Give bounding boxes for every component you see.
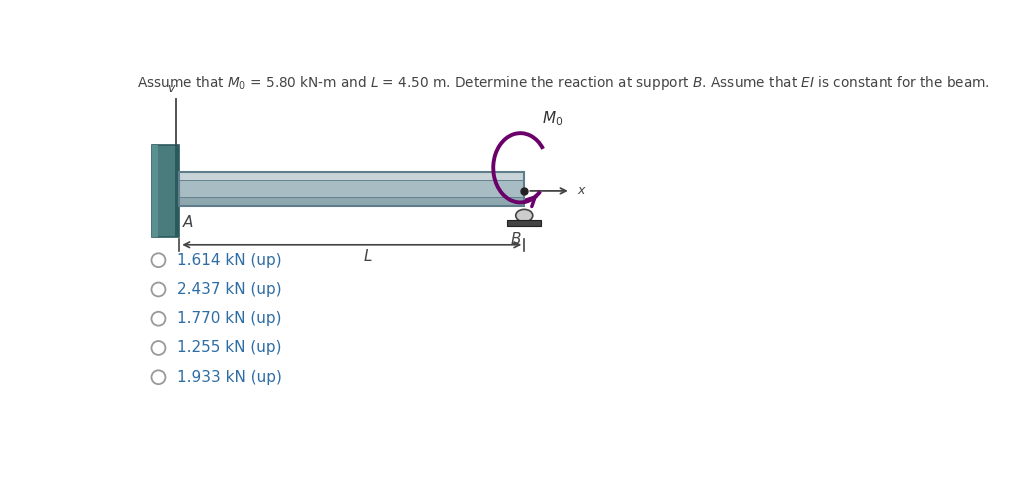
- Bar: [153, 144, 159, 237]
- Text: 2.437 kN (up): 2.437 kN (up): [178, 282, 282, 297]
- Text: $A$: $A$: [182, 214, 194, 230]
- Text: 1.933 kN (up): 1.933 kN (up): [178, 370, 282, 384]
- Text: $v$: $v$: [167, 82, 176, 94]
- Text: $M_0$: $M_0$: [542, 109, 563, 128]
- Text: $B$: $B$: [510, 231, 521, 247]
- Bar: [174, 144, 180, 237]
- Text: Assume that $M_0$ = 5.80 kN-m and $L$ = 4.50 m. Determine the reaction at suppor: Assume that $M_0$ = 5.80 kN-m and $L$ = …: [137, 74, 990, 92]
- Text: 1.770 kN (up): 1.770 kN (up): [178, 311, 282, 326]
- Bar: [180, 172, 524, 206]
- Bar: [180, 172, 524, 180]
- Bar: [507, 220, 542, 226]
- Bar: [180, 197, 524, 206]
- Ellipse shape: [516, 210, 533, 222]
- Text: $L$: $L$: [362, 248, 373, 264]
- Bar: [153, 144, 180, 237]
- Text: 1.255 kN (up): 1.255 kN (up): [178, 340, 282, 355]
- Text: 1.614 kN (up): 1.614 kN (up): [178, 252, 282, 268]
- Bar: [180, 180, 524, 197]
- Text: $x$: $x$: [577, 184, 587, 198]
